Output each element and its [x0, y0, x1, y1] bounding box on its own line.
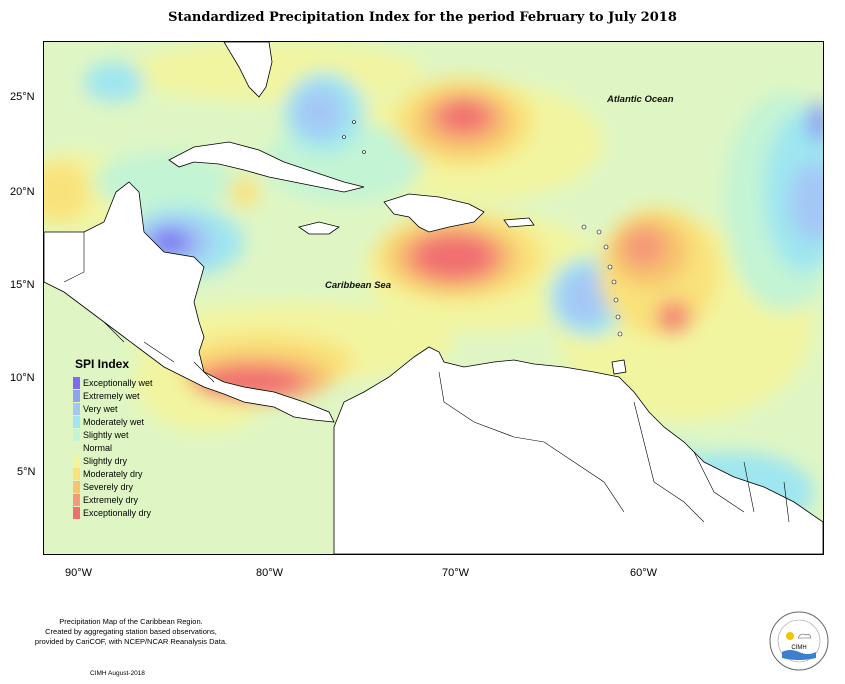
legend-item: Slightly wet — [73, 428, 193, 441]
south-america — [333, 346, 823, 554]
legend-item: Exceptionally dry — [73, 506, 193, 519]
legend-label: Slightly dry — [83, 455, 128, 466]
footer-text: Precipitation Map of the Caribbean Regio… — [16, 617, 246, 647]
spi-map: Atlantic Ocean Caribbean Sea — [43, 41, 824, 555]
puerto-rico — [503, 217, 535, 228]
legend-label: Slightly wet — [83, 429, 129, 440]
legend-item: Severely dry — [73, 480, 193, 493]
atlantic-ocean-label: Atlantic Ocean — [607, 94, 674, 105]
legend-swatch — [73, 389, 80, 402]
legend-swatch — [73, 493, 80, 506]
cimh-logo: CIMH — [769, 611, 829, 671]
legend-swatch — [73, 467, 80, 480]
legend-label: Moderately wet — [83, 416, 145, 427]
legend-label: Exceptionally wet — [83, 377, 153, 388]
spi-legend: SPI Index Exceptionally wet Extremely wet… — [73, 357, 193, 519]
legend-label: Extremely wet — [83, 390, 140, 401]
legend-item: Extremely dry — [73, 493, 193, 506]
land-masses — [44, 42, 823, 554]
legend-swatch — [73, 415, 80, 428]
legend-label: Extremely dry — [83, 494, 139, 505]
legend-title: SPI Index — [75, 357, 130, 371]
legend-swatch — [73, 506, 80, 519]
caribbean-sea-label: Caribbean Sea — [325, 280, 391, 291]
lesser-antilles — [342, 120, 623, 337]
legend-label: Moderately dry — [83, 468, 143, 479]
map-title: Standardized Precipitation Index for the… — [168, 10, 677, 25]
country-borders — [63, 232, 790, 523]
legend-swatch — [73, 441, 80, 454]
legend-swatch — [73, 402, 80, 415]
trinidad — [611, 359, 627, 375]
map-canvas — [44, 42, 823, 554]
legend-item: Extremely wet — [73, 389, 193, 402]
legend-swatch — [73, 376, 80, 389]
footer-line-1: Precipitation Map of the Caribbean Regio… — [59, 617, 203, 626]
legend-items: Exceptionally wet Extremely wet Very wet Mo… — [73, 376, 193, 519]
legend-item: Exceptionally wet — [73, 376, 193, 389]
legend-label: Severely dry — [83, 481, 134, 492]
hispaniola — [383, 193, 485, 233]
y-tick-10n: 10°N — [10, 372, 35, 384]
legend-item: Very wet — [73, 402, 193, 415]
x-tick-80w: 80°W — [256, 567, 284, 579]
y-tick-5n: 5°N — [17, 466, 36, 478]
legend-item: Slightly dry — [73, 454, 193, 467]
x-tick-60w: 60°W — [630, 567, 658, 579]
footer-credit: CIMH August-2018 — [90, 670, 145, 677]
footer-line-2: Created by aggregating station based obs… — [45, 627, 217, 636]
legend-item: Moderately wet — [73, 415, 193, 428]
legend-label: Normal — [83, 442, 113, 453]
logo-text: CIMH — [791, 645, 806, 651]
legend-item: Moderately dry — [73, 467, 193, 480]
legend-item: Normal — [73, 441, 193, 454]
y-tick-25n: 25°N — [10, 91, 35, 103]
x-tick-70w: 70°W — [442, 567, 470, 579]
footer-line-3: provided by CariCOF, with NCEP/NCAR Rean… — [34, 637, 228, 646]
x-tick-90w: 90°W — [65, 567, 93, 579]
central-america — [44, 181, 335, 423]
jamaica — [298, 221, 340, 235]
legend-swatch — [73, 480, 80, 493]
legend-swatch — [73, 428, 80, 441]
legend-swatch — [73, 454, 80, 467]
legend-label: Exceptionally dry — [83, 507, 152, 518]
y-tick-20n: 20°N — [10, 186, 35, 198]
cuba — [168, 141, 365, 193]
florida — [223, 42, 273, 98]
legend-label: Very wet — [83, 403, 118, 414]
y-tick-15n: 15°N — [10, 279, 35, 291]
